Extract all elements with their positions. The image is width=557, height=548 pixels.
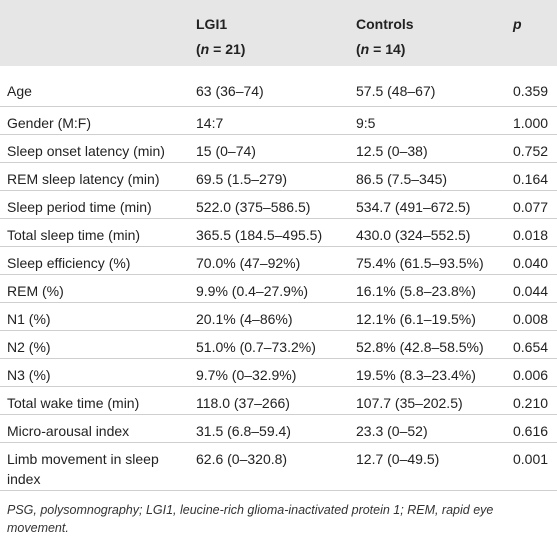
- header-cell: [0, 0, 190, 66]
- cell: 1.000: [507, 106, 557, 135]
- row-label: Sleep period time (min): [0, 190, 190, 219]
- header-title: Controls: [356, 16, 414, 32]
- table-row: Sleep period time (min) 522.0 (375–586.5)…: [0, 190, 557, 219]
- header-n-part: n: [200, 41, 210, 57]
- cell: 62.6 (0–320.8): [190, 442, 350, 491]
- header-title: p: [513, 16, 522, 32]
- cell: 31.5 (6.8–59.4): [190, 414, 350, 443]
- table-body: Age 63 (36–74) 57.5 (48–67) 0.359 Gender (M:…: [0, 66, 557, 491]
- row-label: N2 (%): [0, 330, 190, 359]
- cell: 0.040: [507, 246, 557, 275]
- table-row: Limb movement in sleep index 62.6 (0–320.…: [0, 442, 557, 491]
- row-label: REM (%): [0, 274, 190, 303]
- header-n-part: (: [196, 41, 201, 57]
- cell: 0.654: [507, 330, 557, 359]
- cell: 0.006: [507, 358, 557, 387]
- cell: 0.077: [507, 190, 557, 219]
- cell: 0.210: [507, 386, 557, 415]
- cell: 430.0 (324–552.5): [350, 218, 507, 247]
- table-row: N3 (%) 9.7% (0–32.9%) 19.5% (8.3–23.4%) 0.0…: [0, 358, 557, 387]
- cell: 118.0 (37–266): [190, 386, 350, 415]
- row-label: Sleep onset latency (min): [0, 134, 190, 163]
- data-table: LGI1 (n = 21) Controls (n = 14) p Age 63 (36–…: [0, 0, 557, 491]
- header-n-part: (: [356, 41, 361, 57]
- header-n-part: = 14): [369, 41, 406, 57]
- row-label: Limb movement in sleep index: [0, 442, 190, 491]
- table-row: N2 (%) 51.0% (0.7–73.2%) 52.8% (42.8–58.5%…: [0, 330, 557, 359]
- row-label: Gender (M:F): [0, 106, 190, 135]
- table-row: Gender (M:F) 14:7 9:5 1.000: [0, 106, 557, 135]
- row-label: Total wake time (min): [0, 386, 190, 415]
- cell: 20.1% (4–86%): [190, 302, 350, 331]
- cell: 9.7% (0–32.9%): [190, 358, 350, 387]
- table-row: Sleep efficiency (%) 70.0% (47–92%) 75.4% …: [0, 246, 557, 275]
- cell: 9:5: [350, 106, 507, 135]
- cell: 365.5 (184.5–495.5): [190, 218, 350, 247]
- header-n: (n = 21): [196, 37, 349, 62]
- cell: 0.752: [507, 134, 557, 163]
- cell: 0.616: [507, 414, 557, 443]
- table-row: Micro-arousal index 31.5 (6.8–59.4) 23.3 (…: [0, 414, 557, 443]
- table-header: LGI1 (n = 21) Controls (n = 14) p: [0, 0, 557, 66]
- cell: 522.0 (375–586.5): [190, 190, 350, 219]
- table-row: N1 (%) 20.1% (4–86%) 12.1% (6.1–19.5%) 0.00…: [0, 302, 557, 331]
- cell: 16.1% (5.8–23.8%): [350, 274, 507, 303]
- header-cell: LGI1 (n = 21): [190, 0, 350, 66]
- cell: 51.0% (0.7–73.2%): [190, 330, 350, 359]
- cell: 70.0% (47–92%): [190, 246, 350, 275]
- cell: 57.5 (48–67): [350, 66, 507, 107]
- cell: 12.1% (6.1–19.5%): [350, 302, 507, 331]
- row-label: Sleep efficiency (%): [0, 246, 190, 275]
- cell: 534.7 (491–672.5): [350, 190, 507, 219]
- header-n: (n = 14): [356, 37, 506, 62]
- row-label: N3 (%): [0, 358, 190, 387]
- cell: 0.018: [507, 218, 557, 247]
- cell: 12.7 (0–49.5): [350, 442, 507, 491]
- cell: 107.7 (35–202.5): [350, 386, 507, 415]
- cell: 0.359: [507, 66, 557, 107]
- row-label: N1 (%): [0, 302, 190, 331]
- cell: 0.164: [507, 162, 557, 191]
- row-label: Total sleep time (min): [0, 218, 190, 247]
- cell: 15 (0–74): [190, 134, 350, 163]
- header-cell: Controls (n = 14): [350, 0, 507, 66]
- cell: 14:7: [190, 106, 350, 135]
- cell: 75.4% (61.5–93.5%): [350, 246, 507, 275]
- footnote: PSG, polysomnography; LGI1, leucine-rich…: [7, 502, 494, 535]
- row-label: Age: [0, 66, 190, 107]
- header-n-part: n: [360, 41, 370, 57]
- cell: 63 (36–74): [190, 66, 350, 107]
- header-title: LGI1: [196, 16, 228, 32]
- cell: 86.5 (7.5–345): [350, 162, 507, 191]
- cell: 9.9% (0.4–27.9%): [190, 274, 350, 303]
- cell: 23.3 (0–52): [350, 414, 507, 443]
- cell: 69.5 (1.5–279): [190, 162, 350, 191]
- table-row: Sleep onset latency (min) 15 (0–74) 12.5 (…: [0, 134, 557, 163]
- cell: 0.044: [507, 274, 557, 303]
- cell: 0.008: [507, 302, 557, 331]
- row-label: Micro-arousal index: [0, 414, 190, 443]
- table-row: REM (%) 9.9% (0.4–27.9%) 16.1% (5.8–23.8%)…: [0, 274, 557, 303]
- header-n-part: = 21): [209, 41, 246, 57]
- cell: 19.5% (8.3–23.4%): [350, 358, 507, 387]
- header-row: LGI1 (n = 21) Controls (n = 14) p: [0, 0, 557, 66]
- table-row: Total wake time (min) 118.0 (37–266) 107.7…: [0, 386, 557, 415]
- cell: 0.001: [507, 442, 557, 491]
- table-row: Age 63 (36–74) 57.5 (48–67) 0.359: [0, 66, 557, 107]
- row-label: REM sleep latency (min): [0, 162, 190, 191]
- cell: 12.5 (0–38): [350, 134, 507, 163]
- header-cell: p: [507, 0, 557, 66]
- table-row: Total sleep time (min) 365.5 (184.5–495.5…: [0, 218, 557, 247]
- cell: 52.8% (42.8–58.5%): [350, 330, 507, 359]
- table-row: REM sleep latency (min) 69.5 (1.5–279) 86.…: [0, 162, 557, 191]
